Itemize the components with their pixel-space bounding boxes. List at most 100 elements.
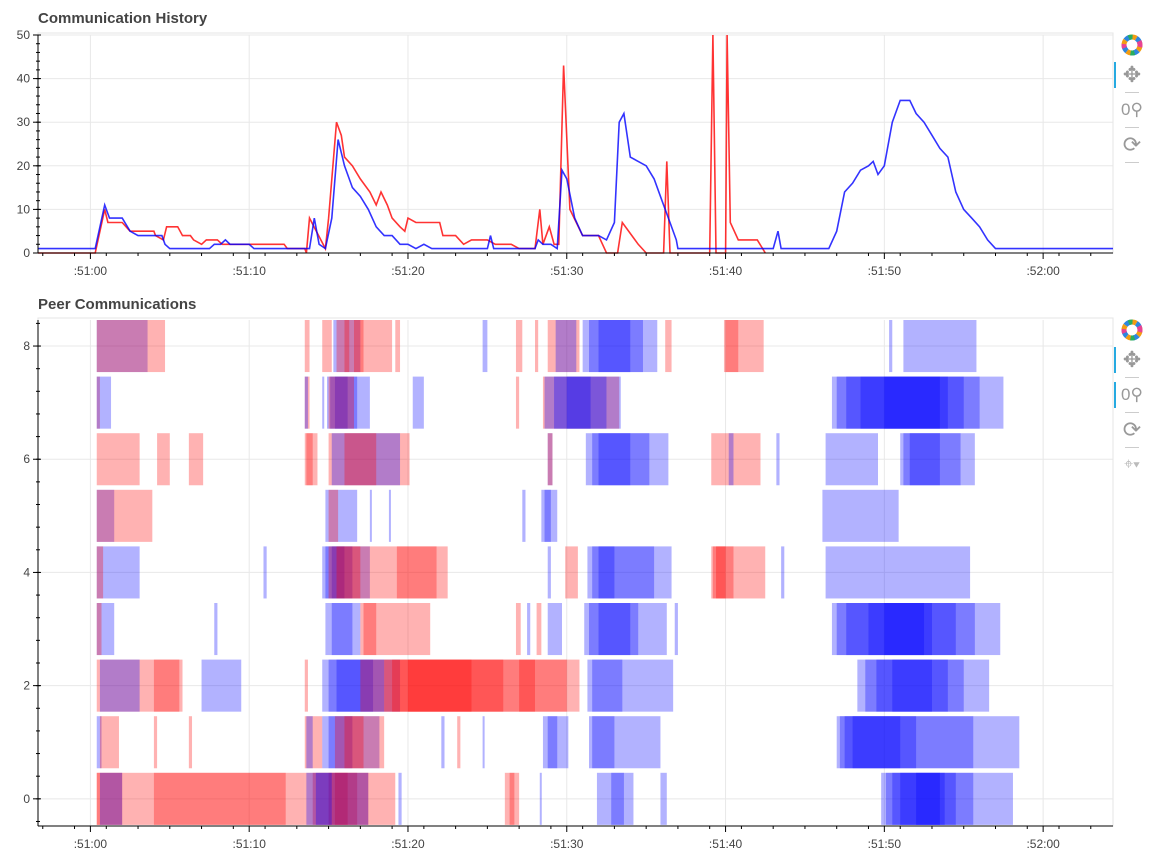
transfer-bar [96, 433, 140, 486]
transfer-bar [326, 376, 370, 429]
transfer-bar [392, 659, 504, 712]
peer-communications-plot: 0 2 4 6 8:51:00:51:10:51:20:51:30:51:40:51:5… [23, 317, 1114, 851]
chart-title-communication-history: Communication History [38, 10, 208, 27]
x-tick-label: :51:40 [709, 837, 743, 851]
bokeh-logo-icon[interactable] [1114, 315, 1150, 345]
transfer-bar [515, 602, 521, 656]
transfer-bar [333, 320, 361, 373]
transfer-bar [322, 320, 332, 373]
transfer-bar [892, 772, 956, 825]
transfer-bar [519, 659, 567, 712]
x-tick-label: :51:20 [391, 264, 425, 278]
wheel-zoom-tool-button[interactable]: 0⚲ [1114, 95, 1150, 125]
transfer-bar [96, 546, 104, 599]
transfer-bar [214, 602, 218, 656]
transfer-bar [482, 716, 485, 769]
transfer-bar [711, 433, 761, 486]
bars-group [96, 320, 1020, 825]
toolbar-separator [1125, 92, 1139, 93]
transfer-bar [725, 320, 739, 373]
transfer-bar [328, 772, 358, 825]
transfer-bar [884, 376, 940, 429]
transfer-bar [611, 772, 624, 825]
transfer-bar [547, 546, 551, 599]
transfer-bar [876, 659, 948, 712]
transfer-bar [334, 376, 348, 429]
hover-tool-button[interactable]: ⌖▾ [1114, 450, 1150, 480]
transfer-bar [868, 602, 932, 656]
transfer-bar [504, 772, 520, 825]
transfer-bar [322, 716, 380, 769]
series-line-red [38, 34, 766, 254]
x-tick-label: :51:30 [550, 264, 584, 278]
transfer-bar [96, 659, 183, 712]
transfer-bar [544, 376, 621, 429]
transfer-bar [157, 433, 170, 486]
transfer-bar [541, 489, 558, 542]
transfer-bar [96, 489, 115, 542]
transfer-bar [96, 320, 148, 373]
transfer-bar [304, 376, 308, 429]
transfer-bar [836, 376, 980, 429]
transfer-bar [831, 376, 1004, 429]
transfer-bar [555, 320, 577, 373]
pan-icon: ✥ [1122, 62, 1142, 87]
transfer-bar [96, 602, 102, 656]
transfer-bar [539, 772, 542, 825]
transfer-bar [547, 433, 553, 486]
x-tick-label: :52:00 [1026, 837, 1060, 851]
transfer-bar [547, 602, 563, 656]
transfer-bar [482, 320, 488, 373]
transfer-bar [542, 376, 620, 429]
pan-tool-button[interactable]: ✥ [1114, 345, 1150, 375]
transfer-bar [306, 433, 313, 486]
transfer-bar [312, 772, 369, 825]
y-tick-label: 50 [17, 28, 31, 42]
wheel-zoom-icon: 0⚲ [1121, 100, 1143, 119]
transfer-bar [547, 433, 553, 486]
transfer-bar [363, 602, 377, 656]
toolbar-communication-history: ✥ 0⚲ ⟳ [1114, 30, 1150, 165]
transfer-bar [96, 772, 123, 825]
transfer-bar [857, 659, 990, 712]
reset-tool-button[interactable]: ⟳ [1114, 130, 1150, 160]
transfer-bar [99, 772, 123, 825]
transfer-bar [334, 772, 348, 825]
transfer-bar [396, 546, 437, 599]
chart-title-peer-communications: Peer Communications [38, 296, 197, 313]
transfer-bar [566, 376, 607, 429]
transfer-bar [822, 489, 899, 542]
transfer-bar [398, 772, 402, 825]
transfer-bar [325, 489, 358, 542]
transfer-bar [831, 602, 1001, 656]
transfer-bar [336, 546, 361, 599]
transfer-bar [903, 433, 961, 486]
transfer-bar [825, 433, 878, 486]
wheel-zoom-tool-button[interactable]: 0⚲ [1114, 380, 1150, 410]
transfer-bar [592, 433, 650, 486]
transfer-bar [304, 433, 318, 486]
y-tick-label: 0 [23, 246, 30, 260]
pan-tool-button[interactable]: ✥ [1114, 60, 1150, 90]
transfer-bar [889, 320, 893, 373]
x-tick-label: :51:30 [550, 837, 584, 851]
communication-history-plot: 0 10 20 30 40 50:51:00:51:10:51:20:51:30:51:4… [17, 28, 1114, 278]
x-tick-label: :51:00 [74, 264, 108, 278]
transfer-bar [892, 659, 932, 712]
transfer-bar [395, 320, 401, 373]
transfer-bar [328, 716, 353, 769]
transfer-bar [328, 433, 410, 486]
bokeh-logo-icon[interactable] [1114, 30, 1150, 60]
reset-tool-button[interactable]: ⟳ [1114, 415, 1150, 445]
y-tick-label: 4 [23, 565, 30, 579]
transfer-bar [153, 716, 158, 769]
transfer-bar [916, 772, 940, 825]
transfer-bar [588, 716, 661, 769]
transfer-bar [344, 433, 377, 486]
transfer-bar [596, 772, 634, 825]
transfer-bar [344, 716, 364, 769]
transfer-bar [900, 433, 975, 486]
transfer-bar [536, 602, 542, 656]
transfer-bar [884, 602, 925, 656]
